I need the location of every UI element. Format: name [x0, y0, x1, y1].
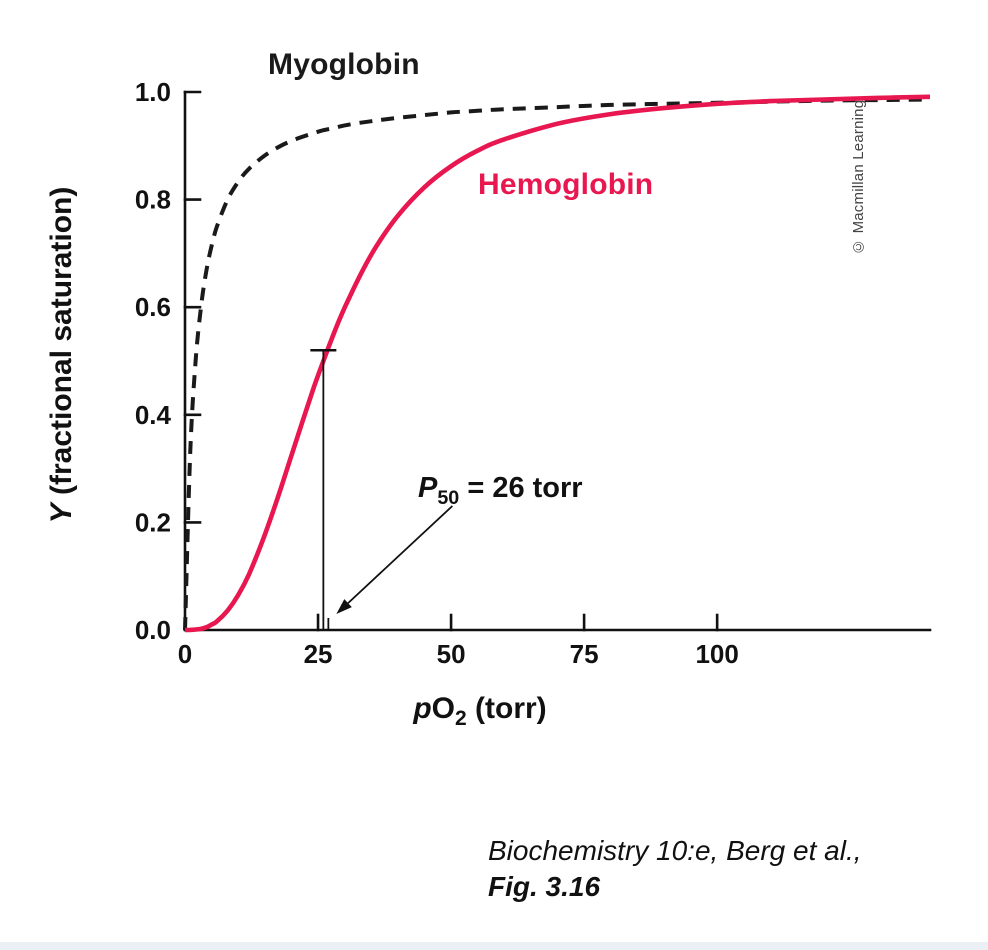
myoglobin-curve [183, 97, 931, 631]
myoglobin-series-label: Myoglobin [268, 48, 420, 81]
x-tick-label: 50 [437, 639, 466, 669]
p50-symbol: P [418, 472, 438, 504]
figure-caption: Biochemistry 10:e, Berg et al., Fig. 3.1… [488, 833, 862, 905]
hemoglobin-series-label: Hemoglobin [478, 168, 654, 201]
y-tick-label: 0.2 [135, 507, 171, 537]
x-tick-label: 75 [570, 639, 599, 669]
annotation-arrowhead [336, 599, 352, 614]
y-axis-title: Y (fractional saturation) [45, 145, 79, 565]
y-tick-label: 0.8 [135, 185, 171, 215]
x-axis-subscript: 2 [455, 707, 467, 730]
p50-subscript: 50 [437, 486, 460, 509]
x-tick-label: 25 [304, 639, 333, 669]
y-tick-label: 0.4 [135, 400, 172, 430]
y-tick-label: 0.0 [135, 615, 171, 645]
x-axis-unit: (torr) [466, 692, 547, 725]
caption-figure-number: Fig. 3.16 [488, 870, 601, 902]
annotation-arrow-line [347, 505, 453, 604]
x-axis-title: pO2 (torr) [330, 692, 630, 731]
x-tick-label: 100 [695, 639, 738, 669]
footer-strip [0, 942, 988, 950]
hemoglobin-curve [184, 94, 931, 633]
x-axis-text: O [431, 692, 455, 725]
caption-source: Biochemistry 10:e, Berg et al., [488, 835, 862, 866]
publisher-credit: © Macmillan Learning [850, 99, 867, 255]
y-tick-label: 1.0 [135, 77, 171, 107]
y-tick-label: 0.6 [135, 292, 171, 322]
p50-value-text: = 26 torr [459, 472, 583, 504]
x-axis-symbol: p [413, 692, 432, 725]
x-tick-label: 0 [178, 639, 192, 669]
y-axis-symbol: Y [45, 503, 78, 524]
p50-annotation: P50 = 26 torr [418, 472, 583, 510]
y-axis-text: (fractional saturation) [45, 186, 78, 504]
